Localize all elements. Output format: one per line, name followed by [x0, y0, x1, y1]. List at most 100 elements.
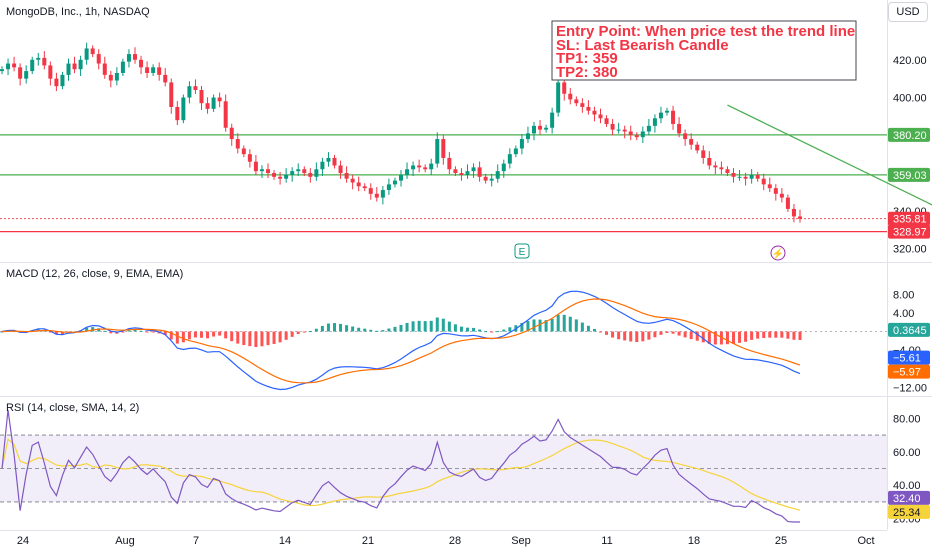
candle — [223, 101, 228, 128]
time-tick-label: 7 — [193, 535, 199, 547]
rsi-value-tag-bg — [888, 490, 930, 505]
macd-histogram-bar — [248, 331, 252, 347]
macd-histogram-bar — [611, 331, 615, 338]
candle — [477, 167, 482, 177]
candle — [278, 176, 283, 179]
candle — [556, 82, 561, 113]
macd-histogram-bar — [502, 329, 506, 332]
macd-histogram-bar — [290, 331, 294, 337]
macd-histogram-bar — [719, 331, 723, 345]
macd-histogram-bar — [792, 331, 796, 340]
macd-histogram-bar — [278, 331, 282, 343]
candle — [211, 97, 216, 109]
candle — [429, 163, 434, 170]
macd-histogram-bar — [695, 331, 699, 341]
candle — [374, 193, 379, 198]
macd-histogram-bar — [423, 321, 427, 332]
macd-histogram-bar — [242, 331, 246, 346]
macd-histogram-bar — [459, 326, 463, 332]
annotation-box[interactable]: Entry Point: When price test the trend l… — [551, 20, 857, 81]
candle — [193, 86, 198, 90]
macd-histogram-bar — [224, 331, 228, 339]
macd-pane — [0, 290, 887, 391]
candle — [332, 157, 337, 166]
macd-histogram-bar — [109, 331, 113, 334]
macd-histogram-bar — [750, 331, 754, 340]
annotation-line-tp1: TP1: 359 — [556, 50, 618, 67]
macd-histogram-bar — [399, 324, 403, 332]
candle — [205, 103, 210, 109]
macd-histogram-bar — [193, 331, 197, 338]
macd-histogram-bar — [97, 328, 101, 332]
candle — [616, 129, 621, 131]
macd-histogram-bar — [689, 331, 693, 340]
macd-histogram-bar — [617, 331, 621, 340]
candle — [592, 110, 597, 115]
candle — [725, 169, 730, 174]
candle — [120, 61, 125, 73]
macd-histogram-bar — [665, 331, 669, 333]
macd-histogram-bar — [169, 331, 173, 340]
macd-histogram-bar — [345, 325, 349, 332]
macd-histogram-bar — [296, 331, 300, 334]
candle — [12, 63, 17, 68]
candle — [580, 103, 585, 107]
candle — [108, 74, 113, 81]
candle — [247, 154, 252, 162]
macd-histogram-bar — [145, 331, 149, 333]
macd-histogram-bar — [284, 331, 288, 340]
candle — [187, 86, 192, 98]
candle — [399, 174, 403, 181]
dividend-flash-marker[interactable]: ⚡ — [770, 245, 786, 261]
candle — [308, 173, 313, 177]
candle — [126, 54, 131, 62]
candle — [501, 163, 506, 172]
candle — [628, 131, 633, 136]
earnings-marker[interactable]: E — [514, 243, 530, 259]
macd-histogram-bar — [175, 331, 179, 344]
macd-histogram-bar — [447, 321, 451, 332]
macd-histogram-bar — [181, 331, 185, 343]
currency-button[interactable]: USD — [888, 2, 928, 22]
macd-histogram-bar — [139, 330, 143, 332]
macd-histogram-bar — [121, 331, 125, 333]
macd-histogram-bar — [429, 320, 433, 332]
macd-histogram-bar — [550, 319, 554, 332]
candle — [622, 129, 627, 132]
candle — [798, 216, 802, 219]
candle — [114, 72, 119, 81]
candle — [151, 67, 156, 73]
macd-histogram-bar — [478, 329, 482, 332]
macd-histogram-bar — [260, 331, 264, 347]
candle — [713, 165, 718, 168]
candle — [562, 82, 567, 94]
candle — [785, 197, 790, 209]
macd-histogram-bar — [339, 323, 343, 332]
macd-histogram-bar — [544, 320, 548, 332]
macd-histogram-bar — [580, 322, 584, 332]
candle — [749, 174, 754, 179]
macd-histogram-bar — [60, 331, 64, 335]
candle — [671, 110, 676, 124]
macd-histogram-bar — [647, 331, 651, 340]
candle — [326, 157, 331, 162]
macd-histogram-bar — [520, 322, 524, 332]
candle — [423, 167, 428, 170]
macd-histogram-bar — [218, 331, 222, 336]
candle — [707, 157, 712, 166]
macd-histogram-bar — [314, 328, 318, 332]
macd-histogram-bar — [586, 325, 590, 332]
macd-histogram-bar — [236, 331, 240, 344]
macd-histogram-bar — [187, 331, 191, 340]
macd-histogram-bar — [707, 331, 711, 344]
time-tick-label: 21 — [362, 535, 374, 547]
macd-histogram-bar — [538, 319, 542, 332]
macd-tick-label: 4.00 — [893, 308, 914, 320]
macd-value-tag: 0.3645 — [893, 325, 927, 337]
macd-histogram-bar — [725, 331, 729, 345]
candle — [145, 67, 150, 73]
candle — [695, 144, 700, 151]
macd-histogram-bar — [738, 331, 742, 343]
